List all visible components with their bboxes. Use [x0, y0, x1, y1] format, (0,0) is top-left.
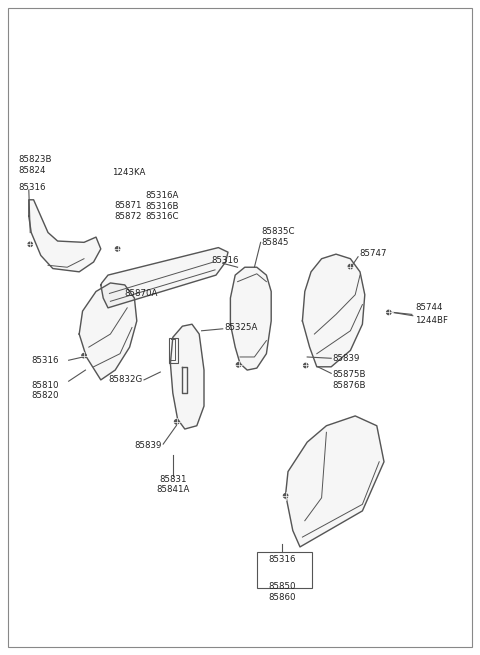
Circle shape [28, 242, 33, 246]
Text: 85325A: 85325A [225, 323, 258, 332]
Polygon shape [230, 267, 271, 370]
Circle shape [303, 364, 308, 367]
Text: 85831
85841A: 85831 85841A [156, 475, 190, 495]
Circle shape [236, 363, 241, 367]
Text: 85316: 85316 [32, 356, 60, 365]
Circle shape [348, 265, 352, 269]
Text: 85875B
85876B: 85875B 85876B [332, 370, 366, 390]
Text: 85871
85872: 85871 85872 [114, 201, 142, 221]
Text: 85839: 85839 [134, 441, 161, 450]
Circle shape [175, 420, 179, 424]
Circle shape [82, 354, 86, 358]
Text: 1243KA: 1243KA [112, 168, 145, 177]
Text: 1244BF: 1244BF [415, 316, 448, 326]
Text: 85316: 85316 [18, 183, 46, 193]
Circle shape [115, 247, 120, 251]
Polygon shape [29, 200, 101, 272]
Text: 85823B
85824: 85823B 85824 [18, 155, 52, 175]
Text: 85832G: 85832G [109, 375, 143, 384]
Polygon shape [286, 416, 384, 547]
Text: 85810
85820: 85810 85820 [32, 381, 60, 400]
Circle shape [387, 310, 391, 314]
Bar [257, 552, 312, 588]
Text: 85744: 85744 [415, 303, 443, 312]
Polygon shape [101, 248, 228, 308]
Circle shape [283, 494, 288, 498]
Text: 85850
85860: 85850 85860 [268, 582, 296, 602]
Text: 85747: 85747 [359, 249, 386, 258]
Polygon shape [170, 324, 204, 429]
Text: 85870A: 85870A [124, 289, 157, 298]
Text: 85835C
85845: 85835C 85845 [262, 227, 295, 247]
Text: 85316: 85316 [268, 555, 296, 564]
Polygon shape [79, 283, 137, 380]
Text: 85316A
85316B
85316C: 85316A 85316B 85316C [145, 191, 179, 221]
Text: 85839: 85839 [332, 354, 360, 363]
Polygon shape [302, 254, 365, 367]
Bar [169, 338, 178, 363]
Text: 85316: 85316 [211, 256, 239, 265]
